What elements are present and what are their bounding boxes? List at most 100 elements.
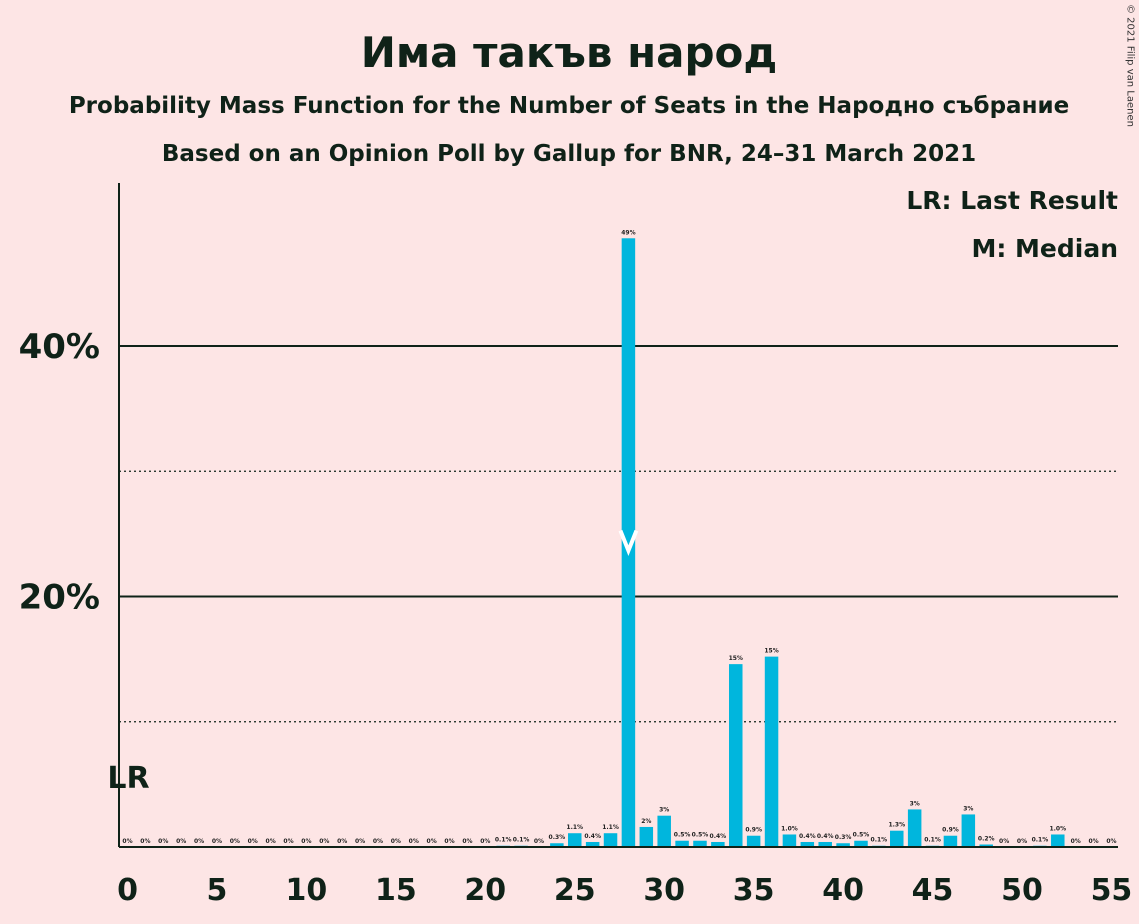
bar-label-seat-24: 0.3% (549, 834, 566, 841)
bar-label-seat-7: 0% (248, 838, 258, 845)
bar-seat-24 (550, 843, 564, 847)
bar-label-seat-40: 0.3% (835, 834, 852, 841)
bar-label-seat-6: 0% (230, 838, 240, 845)
bar-label-seat-53: 0% (1071, 838, 1081, 845)
bar-label-seat-32: 0.5% (692, 832, 709, 839)
bar-seat-34 (729, 664, 743, 847)
bar-seat-47 (961, 814, 976, 847)
bar-seat-32 (693, 840, 707, 847)
x-tick-label-35: 35 (733, 873, 775, 908)
bar-seat-28 (621, 238, 636, 847)
x-tick-label-10: 10 (286, 873, 328, 908)
bar-seat-25 (568, 833, 582, 847)
bar-label-seat-50: 0% (1017, 838, 1027, 845)
bar-label-seat-8: 0% (266, 838, 276, 845)
bar-seat-38 (800, 841, 815, 847)
bar-label-seat-20: 0% (480, 838, 490, 845)
bar-label-seat-11: 0% (319, 838, 329, 845)
bar-label-seat-9: 0% (283, 838, 293, 845)
bar-seat-31 (675, 840, 689, 847)
copyright-notice: © 2021 Filip van Laenen (1125, 4, 1136, 127)
bar-label-seat-26: 0.4% (584, 833, 601, 840)
bar-label-seat-49: 0% (999, 838, 1009, 845)
bar-label-seat-54: 0% (1088, 838, 1098, 845)
bar-seat-26 (585, 841, 600, 847)
bar-seat-27 (603, 833, 618, 847)
bar-label-seat-30: 3% (659, 807, 669, 814)
bar-seat-36 (764, 656, 779, 847)
bar-label-seat-37: 1.0% (781, 825, 798, 832)
gridlines (119, 345, 1118, 723)
x-tick-label-20: 20 (464, 873, 506, 908)
axes: 20% 40% 0 5 10 15 20 25 30 35 40 45 50 55 (19, 183, 1133, 908)
bar-label-seat-45: 0.1% (924, 837, 941, 844)
bar-label-seat-42: 0.1% (871, 837, 888, 844)
bar-label-seat-25: 1.1% (566, 824, 583, 831)
bar-label-seat-55: 0% (1106, 838, 1116, 845)
bar-label-seat-29: 2% (641, 818, 651, 825)
x-tick-label-50: 50 (1001, 873, 1043, 908)
bar-label-seat-12: 0% (337, 838, 347, 845)
bar-label-seat-18: 0% (444, 838, 454, 845)
bar-label-seat-5: 0% (212, 838, 222, 845)
bar-label-seat-14: 0% (373, 838, 383, 845)
y-tick-label-20: 20% (19, 578, 100, 618)
bar-label-seat-36: 15% (764, 648, 778, 655)
bar-label-seat-38: 0.4% (799, 833, 816, 840)
bar-label-seat-51: 0.1% (1032, 837, 1049, 844)
bar-label-seat-46: 0.9% (942, 827, 959, 834)
bar-seat-39 (818, 841, 832, 847)
legend-last-result: LR: Last Result (906, 186, 1118, 215)
bar-label-seat-13: 0% (355, 838, 365, 845)
bar-seat-30 (657, 815, 671, 847)
bar-label-seat-1: 0% (140, 838, 150, 845)
bar-label-seat-35: 0.9% (745, 827, 762, 834)
bar-seat-40 (836, 843, 850, 847)
bar-label-seat-0: 0% (122, 838, 132, 845)
bar-seat-43 (890, 830, 904, 847)
x-tick-label-15: 15 (375, 873, 417, 908)
bar-seat-48 (979, 844, 993, 847)
bar-label-seat-10: 0% (301, 838, 311, 845)
bar-label-seat-34: 15% (729, 655, 743, 662)
bar-label-seat-17: 0% (427, 838, 437, 845)
x-tick-label-45: 45 (912, 873, 954, 908)
x-tick-label-0: 0 (117, 873, 138, 908)
bar-seat-52 (1051, 834, 1065, 847)
bar-label-seat-3: 0% (176, 838, 186, 845)
chart-title: Има такъв народ (361, 28, 778, 77)
bar-label-seat-43: 1.3% (888, 822, 905, 829)
bar-label-seat-41: 0.5% (853, 832, 870, 839)
x-tick-label-30: 30 (643, 873, 685, 908)
bar-label-seat-22: 0.1% (513, 837, 530, 844)
bar-seat-37 (782, 834, 797, 847)
x-tick-label-40: 40 (822, 873, 864, 908)
bars (496, 238, 1065, 847)
bar-seat-29 (639, 826, 654, 847)
bar-label-seat-52: 1.0% (1049, 825, 1066, 832)
last-result-label: LR (107, 761, 149, 796)
bar-seat-46 (943, 835, 958, 847)
bar-label-seat-19: 0% (462, 838, 472, 845)
bar-seat-35 (746, 835, 761, 847)
median-marker (618, 529, 639, 557)
bar-label-seat-23: 0% (534, 838, 544, 845)
bar-label-seat-15: 0% (391, 838, 401, 845)
bar-label-seat-39: 0.4% (817, 833, 834, 840)
bar-label-seat-44: 3% (910, 800, 920, 807)
bar-label-seat-21: 0.1% (495, 837, 512, 844)
bar-label-seat-48: 0.2% (978, 835, 995, 842)
x-tick-label-25: 25 (554, 873, 596, 908)
chart-subtitle-2: Based on an Opinion Poll by Gallup for B… (162, 141, 976, 167)
bar-label-seat-2: 0% (158, 838, 168, 845)
bar-label-seat-47: 3% (963, 805, 973, 812)
bar-seat-44 (907, 809, 922, 847)
y-tick-label-40: 40% (19, 327, 100, 367)
bar-labels: 0% 0% 0% 0% 0% 0% 0% 0% 0% 0% 0% 0% 0% 0% 0% 0% 0% 0% 0% 0%… (107, 229, 1116, 845)
bar-seat-41 (854, 840, 868, 847)
bar-label-seat-31: 0.5% (674, 832, 691, 839)
chart-subtitle-1: Probability Mass Function for the Number… (69, 93, 1069, 119)
x-tick-label-55: 55 (1091, 873, 1133, 908)
